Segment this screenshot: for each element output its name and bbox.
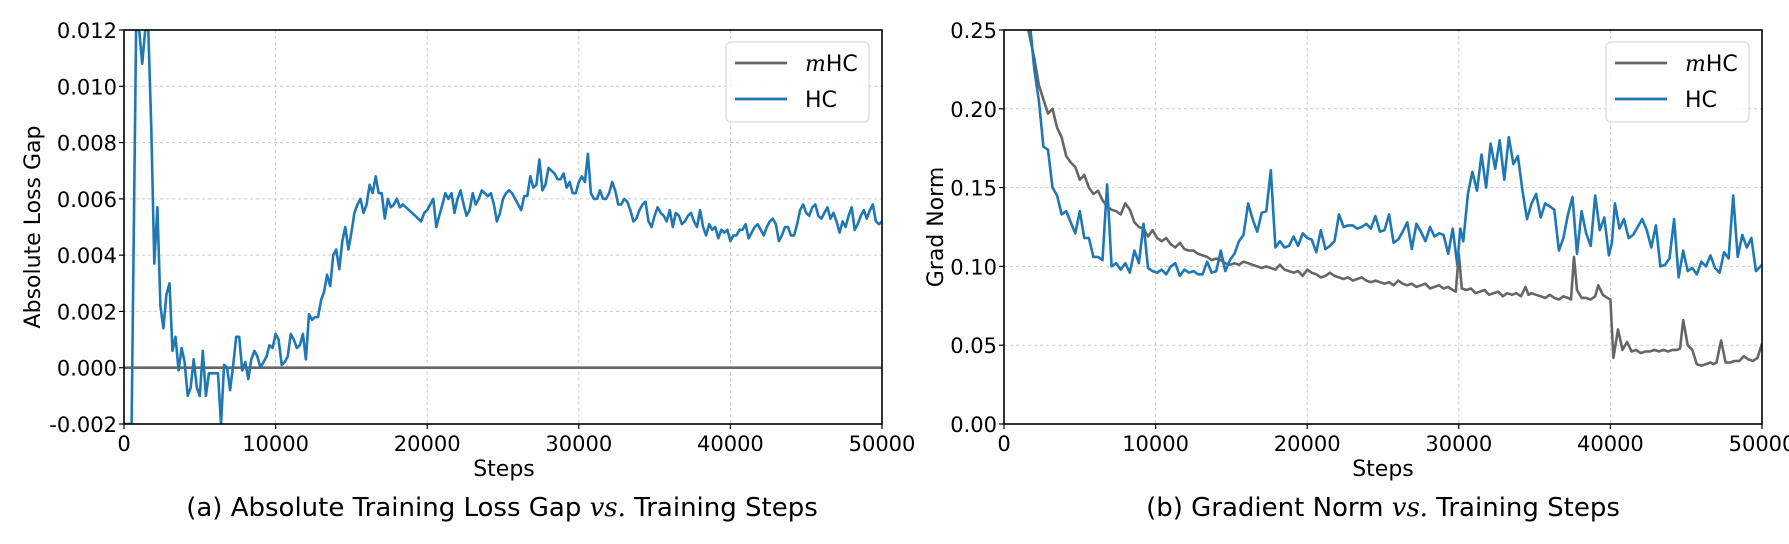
x-tick-label: 20000 (394, 432, 461, 456)
y-tick-label: 0.006 (57, 188, 117, 212)
chart-b-x-ticks: 0 10000 20000 30000 40000 50000 (997, 424, 1789, 456)
x-tick-label: 50000 (1729, 432, 1789, 456)
chart-b-series (1027, 30, 1762, 368)
chart-a-legend: mHC HC (725, 41, 870, 123)
y-tick-label: 0.004 (57, 244, 117, 268)
chart-a-frame (123, 29, 883, 425)
x-tick-label: 0 (117, 432, 130, 456)
x-tick-label: 10000 (1122, 432, 1189, 456)
chart-b-legend: mHC HC (1605, 41, 1750, 123)
x-tick-label: 30000 (1425, 432, 1492, 456)
chart-b-xlabel: Steps (1352, 457, 1414, 482)
y-tick-label: 0.008 (57, 132, 117, 156)
chart-a-ylabel: Absolute Loss Gap (21, 126, 46, 329)
chart-b-y-ticks: 0.00 0.05 0.10 0.15 0.20 0.25 (950, 19, 1004, 437)
series-line-mhc (1027, 30, 1762, 368)
chart-b-caption: (b) Gradient Norm vs. Training Steps (1146, 493, 1620, 523)
legend-mhc-label: mHC (1685, 52, 1738, 77)
chart-a-series (124, 30, 882, 424)
chart-b: 0.00 0.05 0.10 0.15 0.20 0.25 0 10000 20000 3000… (924, 19, 1789, 523)
x-tick-label: 0 (997, 432, 1010, 456)
legend-mhc-label: mHC (805, 52, 858, 77)
y-tick-label: 0.010 (57, 75, 117, 99)
y-tick-label: 0.012 (57, 19, 117, 43)
y-tick-label: 0.25 (950, 19, 997, 43)
chart-a-caption: (a) Absolute Training Loss Gap vs. Train… (186, 493, 818, 523)
legend-hc-label: HC (805, 88, 837, 113)
series-line-hc (1029, 30, 1762, 279)
y-tick-label: 0.20 (950, 98, 997, 122)
chart-b-frame (1003, 29, 1763, 425)
x-tick-label: 40000 (697, 432, 764, 456)
y-tick-label: 0.00 (950, 413, 997, 437)
chart-a-y-ticks: -0.002 0.000 0.002 0.004 0.006 0.008 0.010 0.01… (49, 19, 124, 437)
x-tick-label: 30000 (545, 432, 612, 456)
x-tick-label: 50000 (849, 432, 916, 456)
y-tick-label: 0.05 (950, 334, 997, 358)
y-tick-label: 0.000 (57, 357, 117, 381)
x-tick-label: 20000 (1274, 432, 1341, 456)
series-line-hc (124, 30, 882, 424)
y-tick-label: -0.002 (49, 413, 117, 437)
y-tick-label: 0.002 (57, 300, 117, 324)
legend-hc-label: HC (1685, 88, 1717, 113)
y-tick-label: 0.10 (950, 255, 997, 279)
x-tick-label: 10000 (242, 432, 309, 456)
y-tick-label: 0.15 (950, 177, 997, 201)
chart-a: -0.002 0.000 0.002 0.004 0.006 0.008 0.010 0.01… (21, 19, 915, 523)
x-tick-label: 40000 (1577, 432, 1644, 456)
chart-a-xlabel: Steps (473, 457, 535, 482)
chart-a-x-ticks: 0 10000 20000 30000 40000 50000 (117, 424, 915, 456)
chart-b-ylabel: Grad Norm (924, 167, 949, 288)
